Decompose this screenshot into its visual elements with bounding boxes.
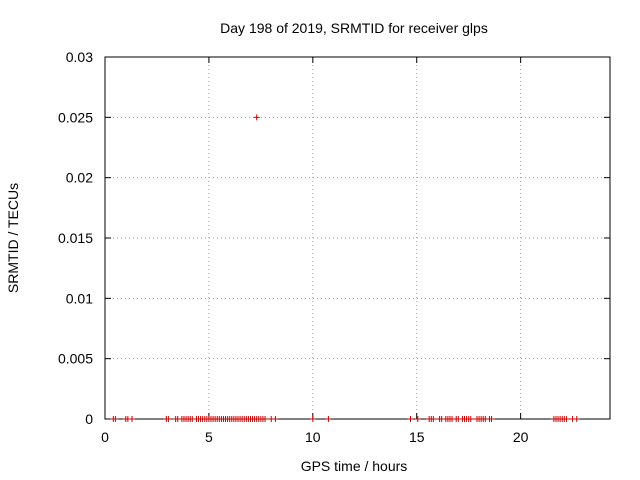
x-axis-label: GPS time / hours xyxy=(301,458,408,474)
y-axis-label: SRMTID / TECUs xyxy=(5,183,21,293)
data-point xyxy=(309,416,316,422)
data-point xyxy=(253,114,260,121)
y-tick-label: 0.025 xyxy=(58,109,93,125)
data-point xyxy=(573,416,580,422)
data-point xyxy=(262,416,269,422)
data-point xyxy=(563,416,570,422)
y-tick-label: 0.005 xyxy=(58,351,93,367)
data-point xyxy=(414,416,421,422)
y-tick-label: 0.02 xyxy=(66,170,93,186)
x-tick-labels: 0 5 10 15 20 xyxy=(101,429,529,445)
data-point xyxy=(325,416,332,422)
x-tick-label: 5 xyxy=(205,429,213,445)
data-point xyxy=(165,416,172,422)
data-points xyxy=(110,114,580,422)
y-tick-label: 0.03 xyxy=(66,49,93,65)
y-tick-label: 0.01 xyxy=(66,290,93,306)
data-point xyxy=(112,416,119,422)
x-tick-label: 10 xyxy=(305,429,321,445)
data-point xyxy=(430,416,437,422)
data-point xyxy=(272,416,279,422)
data-point xyxy=(488,416,495,422)
chart-title: Day 198 of 2019, SRMTID for receiver glp… xyxy=(220,20,488,36)
data-point xyxy=(129,416,136,422)
y-tick-labels: 0 0.005 0.01 0.015 0.02 0.025 0.03 xyxy=(58,49,93,427)
y-tick-label: 0.015 xyxy=(58,230,93,246)
y-tick-label: 0 xyxy=(85,411,93,427)
grid-lines xyxy=(105,57,610,419)
data-point xyxy=(467,416,474,422)
data-point xyxy=(407,416,414,422)
x-tick-label: 0 xyxy=(101,429,109,445)
x-tick-label: 15 xyxy=(409,429,425,445)
x-tick-label: 20 xyxy=(513,429,529,445)
